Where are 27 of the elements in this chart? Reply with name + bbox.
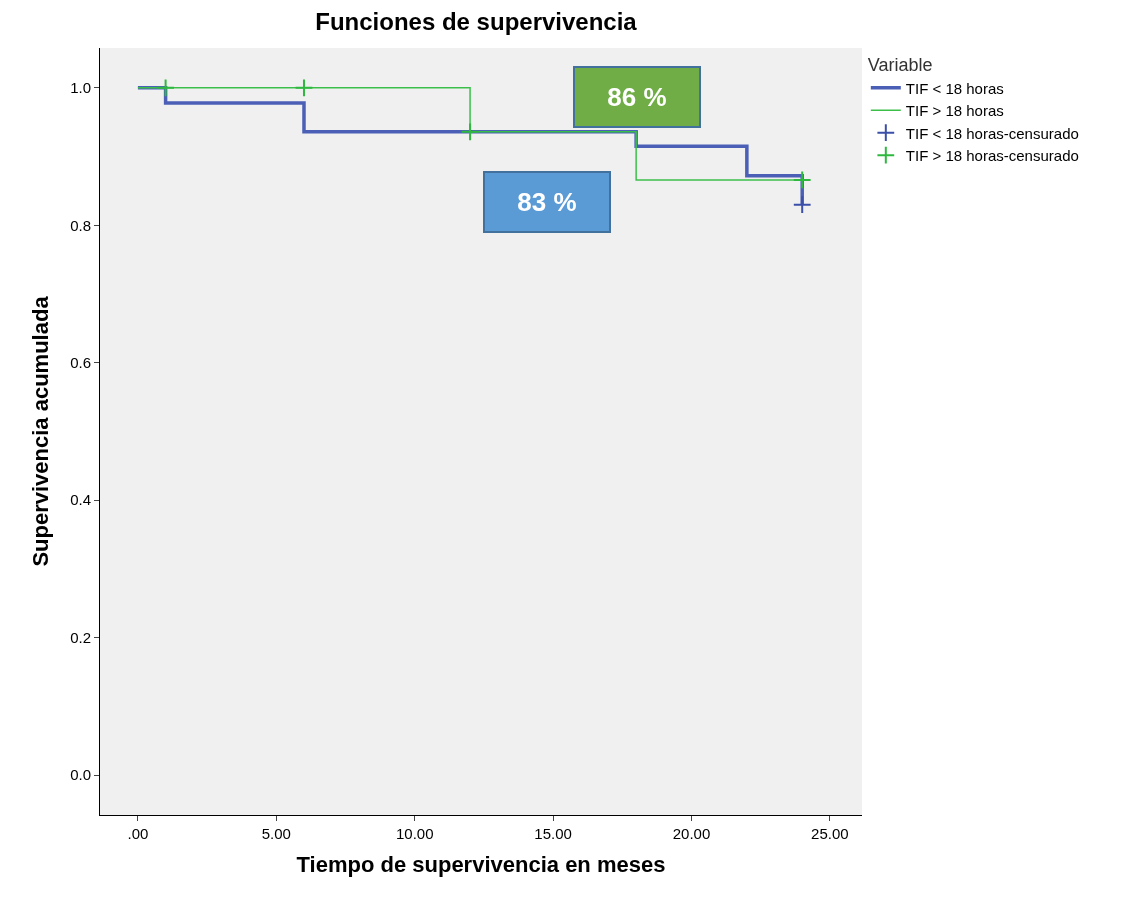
y-tick-label: 0.0 [70, 766, 91, 784]
point [294, 78, 314, 98]
legend-label: TIF > 18 horas [905, 102, 1004, 119]
annotation: 86 % [607, 82, 667, 112]
chart-title: Funciones de supervivencia [315, 8, 638, 36]
x-tick-label: 5.00 [261, 825, 291, 842]
point [792, 170, 812, 190]
y-axis-title: Supervivencia acumulada [27, 295, 53, 567]
legend-title: Variable [867, 55, 933, 76]
legend-label: TIF > 18 horas-censurado [905, 147, 1079, 164]
y-tick-label: 0.4 [70, 491, 91, 509]
x-tick-label: 15.00 [534, 825, 572, 842]
x-axis-title: Tiempo de supervivencia en meses [296, 851, 666, 877]
point [156, 78, 175, 98]
x-tick-label: 10.00 [395, 825, 434, 842]
x-tick-label: 20.00 [672, 825, 711, 842]
point [460, 122, 480, 142]
x-tick-label: 25.00 [811, 825, 849, 842]
y-tick-label: 0.8 [70, 216, 91, 234]
legend-label: TIF < 18 horas [905, 79, 1004, 97]
point [792, 195, 812, 215]
annotation: 83 % [517, 187, 577, 217]
x-tick-label: .00 [127, 825, 149, 842]
y-tick-label: 0.2 [70, 628, 91, 646]
y-tick-label: 0.6 [70, 354, 91, 372]
y-tick-label: 1.0 [70, 79, 91, 97]
legend-label: TIF < 18 horas-censurado [905, 124, 1079, 142]
